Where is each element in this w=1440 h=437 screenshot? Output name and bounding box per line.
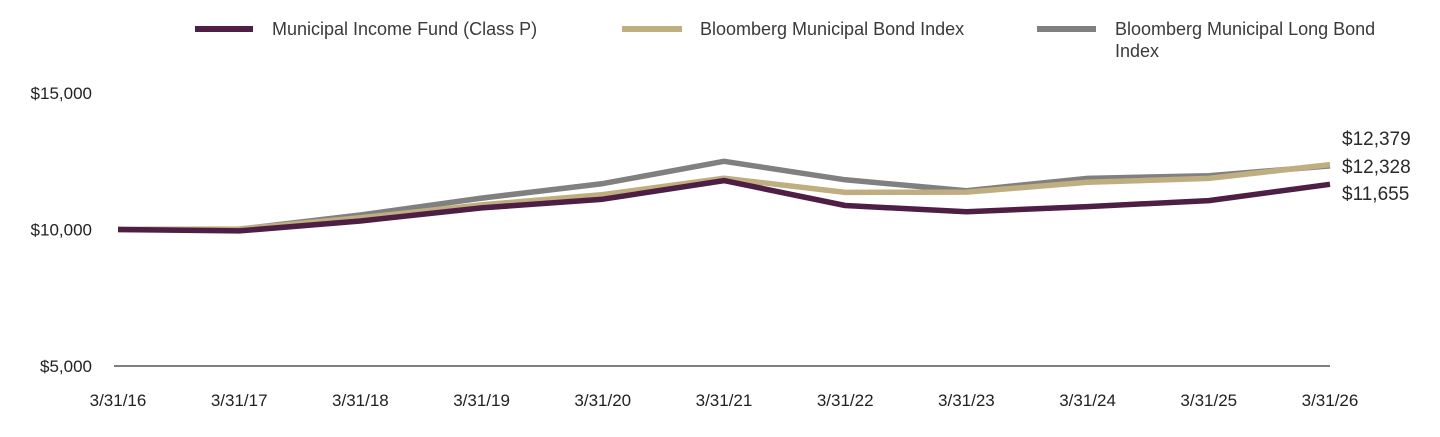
end-labels: $12,379 $12,328 $11,655 [1342,129,1411,205]
x-tick-label: 3/31/16 [90,391,147,410]
y-tick-label: $10,000 [31,221,92,240]
legend-item-bloomberg-municipal-bond-index: Bloomberg Municipal Bond Index [622,19,964,39]
series-line-municipal-income-fund-class-p [117,177,1331,234]
x-tick-label: 3/31/25 [1180,391,1237,410]
legend-item-municipal-income-fund-class-p: Municipal Income Fund (Class P) [195,19,537,39]
x-tick-label: 3/31/20 [574,391,631,410]
end-value-label: $12,379 [1342,129,1411,150]
x-tick-label: 3/31/21 [696,391,753,410]
legend-label: Municipal Income Fund (Class P) [272,19,537,39]
axes: $5,000 $10,000 $15,000 3/31/16 3/31/17 3/31/1… [31,84,1359,410]
legend-label: Index [1115,41,1159,61]
x-tick-label: 3/31/17 [211,391,268,410]
legend-label: Bloomberg Municipal Long Bond [1115,19,1375,39]
x-tick-label: 3/31/19 [453,391,510,410]
y-tick-label: $5,000 [40,357,92,376]
series-line-bloomberg-municipal-long-bond-index [117,158,1331,233]
x-tick-label: 3/31/23 [938,391,995,410]
end-value-label: $11,655 [1342,184,1409,205]
x-tick-label: 3/31/22 [817,391,874,410]
x-tick-label: 3/31/18 [332,391,389,410]
legend-label: Bloomberg Municipal Bond Index [700,19,964,39]
y-tick-label: $15,000 [31,84,92,103]
legend: Municipal Income Fund (Class P) Bloomberg… [195,19,1375,61]
end-value-label: $12,328 [1342,157,1411,178]
x-tick-label: 3/31/26 [1302,391,1359,410]
series-lines [117,158,1331,234]
x-tick-label: 3/31/24 [1059,391,1116,410]
